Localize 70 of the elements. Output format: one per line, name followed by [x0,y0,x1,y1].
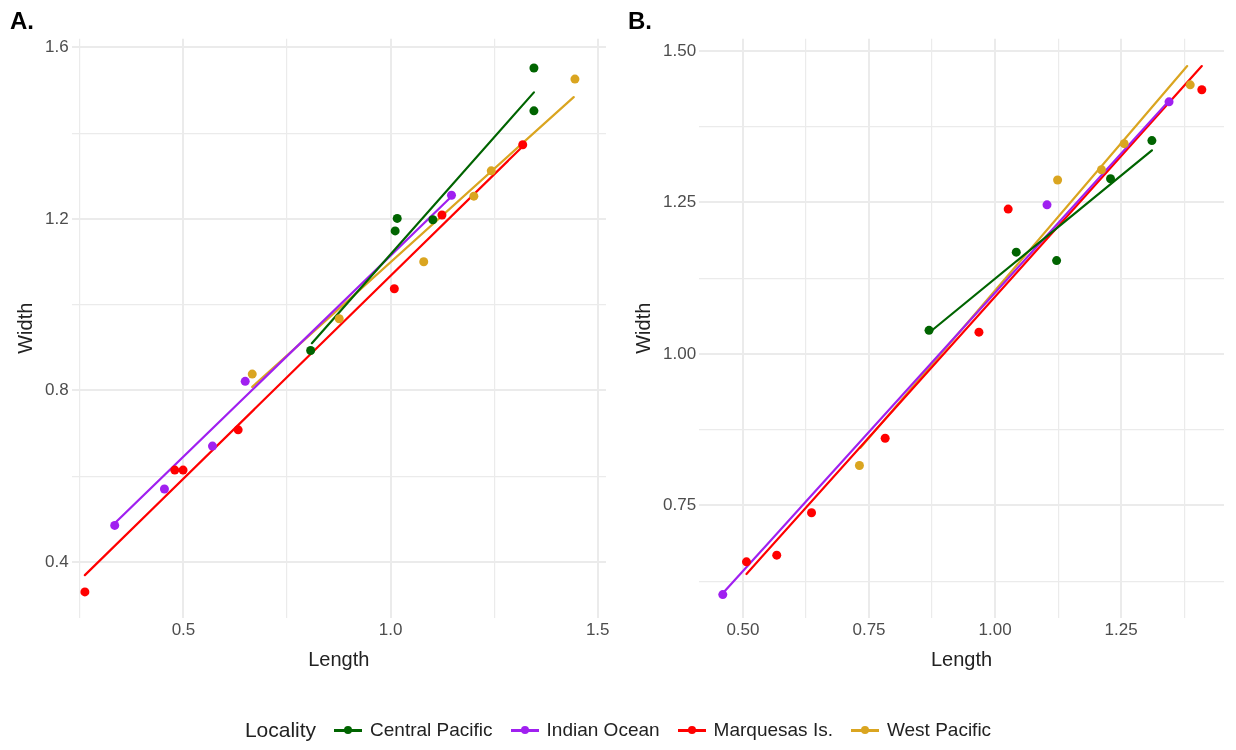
point [170,465,180,475]
point [80,587,90,597]
point [718,590,728,600]
legend-label: West Pacific [886,719,992,741]
point [437,210,447,220]
x-tick-label: 0.50 [726,620,760,640]
legend-label: Central Pacific [370,719,493,741]
point [334,314,344,324]
point [1042,200,1052,210]
point [469,191,479,201]
point [1197,85,1207,95]
y-axis-title: Width [13,302,36,354]
point [1185,80,1195,90]
point [807,508,817,518]
y-axis-title: Width [631,302,654,354]
x-tick-label: 0.5 [171,620,196,640]
point [518,140,528,150]
legend-label: Marquesas Is. [713,719,833,741]
point [772,550,782,560]
x-tick-label: 1.5 [585,620,610,640]
point [974,327,984,337]
point [880,433,890,443]
point [390,226,400,236]
point [446,190,456,200]
point [240,376,250,386]
x-tick-label: 1.0 [378,620,403,640]
y-tick-label: 1.25 [662,192,697,212]
y-tick-label: 0.75 [662,495,697,515]
y-tick-label: 1.00 [662,343,697,363]
point [1053,175,1063,185]
point [306,346,316,355]
point [924,325,934,335]
y-tick-label: 0.8 [44,380,69,400]
point [1011,247,1021,257]
point [1119,139,1129,149]
legend-title: Locality [244,718,317,742]
point [159,484,169,494]
point [419,257,429,267]
y-tick-label: 0.4 [44,551,69,571]
point [110,520,120,530]
point [247,369,257,379]
point [1052,256,1062,266]
point [1147,136,1157,146]
point [1164,97,1174,107]
point [389,284,399,294]
point [428,215,438,225]
x-tick-label: 1.25 [1104,620,1138,640]
point [529,63,539,73]
point [854,460,864,470]
point [741,557,751,567]
point [1106,174,1116,184]
point [178,465,188,475]
x-axis-title: Length [930,647,993,670]
point [1003,204,1013,214]
x-tick-label: 0.75 [852,620,886,640]
y-tick-label: 1.50 [662,40,697,60]
point [207,441,217,451]
point [529,106,539,116]
point [570,74,580,84]
point [392,213,402,223]
point [1096,165,1106,175]
x-axis-title: Length [308,647,370,670]
y-tick-label: 1.6 [44,37,69,57]
x-tick-label: 1.00 [978,620,1012,640]
legend-label: Indian Ocean [546,719,660,741]
point [233,425,243,435]
point [486,166,496,176]
chart-title: A. [10,7,34,35]
chart-title: B. [628,7,652,35]
y-tick-label: 1.2 [44,208,69,228]
